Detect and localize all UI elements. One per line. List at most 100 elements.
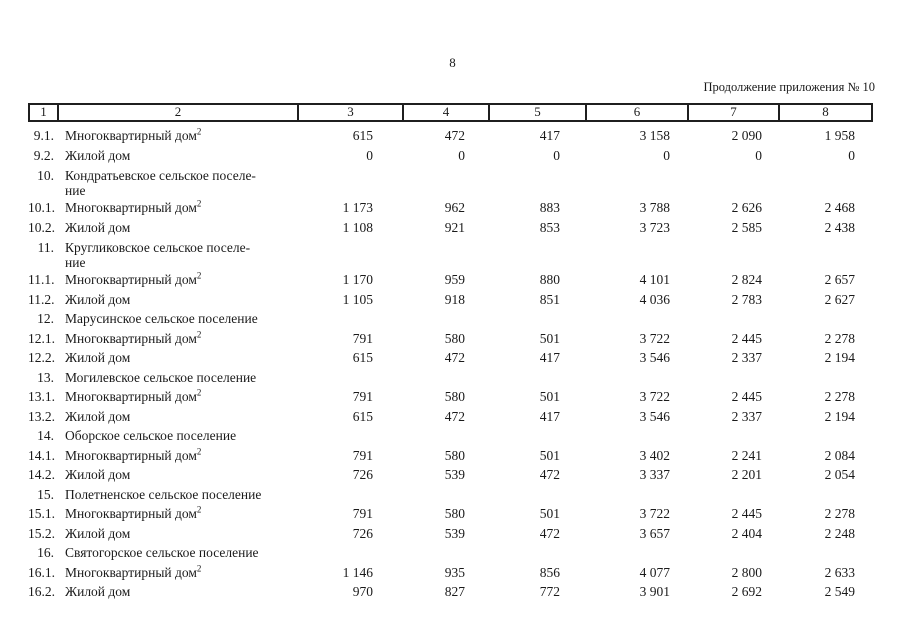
cell-value-col-8: 2 054 — [824, 467, 855, 482]
cell-value-col-7: 2 445 — [731, 389, 762, 404]
row-label-text: Жилой дом — [65, 584, 131, 599]
table-row: 14.1. Многоквартирный дом2 791 580 501 3 402 2… — [28, 446, 873, 466]
cell-value-col-3: 1 146 — [342, 564, 373, 580]
cell-value-col-3: 791 — [352, 330, 373, 346]
cell-value-col-7: 2 783 — [731, 291, 762, 307]
cell-value-col-8: 2 549 — [824, 584, 855, 599]
row-number: 16.2. — [28, 584, 55, 599]
table-row-section: 12. Марусинское сельское поселение — [28, 309, 873, 329]
table-row: 14.2. Жилой дом 726 539 472 3 337 2 201 2 054 — [28, 465, 873, 485]
cell-value-col-4: 962 — [444, 200, 465, 215]
cell-value-col-5: 501 — [539, 330, 560, 346]
cell-value-col-7: 2 201 — [731, 467, 762, 482]
cell-value-col-4: 959 — [444, 272, 465, 287]
cell-value-col-7: 2 626 — [731, 200, 762, 215]
cell-value-col-6: 3 901 — [639, 584, 670, 599]
table-row-section: 10. Кондратьевское сельское поселе- ние — [28, 165, 873, 198]
cell-value-col-5: 856 — [539, 564, 560, 580]
table-row: 16.2. Жилой дом 970 827 772 3 901 2 692 2 549 — [28, 582, 873, 602]
row-label: Многоквартирный дом2 — [65, 329, 297, 349]
header-cell-1: 1 — [30, 105, 59, 120]
cell-value-col-4: 935 — [444, 564, 465, 580]
row-number: 14.2. — [28, 467, 55, 482]
superscript: 2 — [196, 387, 202, 398]
cell-value-col-3: 726 — [352, 525, 373, 541]
table-row: 15.2. Жилой дом 726 539 472 3 657 2 404 2 248 — [28, 524, 873, 544]
cell-value-col-8: 2 084 — [824, 447, 855, 463]
superscript: 2 — [196, 446, 202, 456]
row-number: 13.1. — [28, 389, 55, 404]
cell-value-col-8: 1 958 — [824, 128, 855, 143]
cell-value-col-5: 853 — [539, 219, 560, 235]
cell-value-col-6: 3 546 — [639, 350, 670, 365]
row-label-text: Жилой дом — [65, 350, 131, 365]
cell-value-col-4: 580 — [444, 447, 465, 463]
cell-value-col-8: 2 278 — [824, 330, 855, 346]
header-cell-4: 4 — [404, 105, 490, 120]
row-label: Святогорское сельское поселение — [65, 543, 297, 563]
row-label: Жилой дом — [65, 465, 297, 485]
row-label: Жилой дом — [65, 218, 297, 238]
cell-value-col-8: 2 194 — [824, 408, 855, 424]
cell-value-col-3: 615 — [352, 408, 373, 424]
row-label: Полетненское сельское поселение — [65, 485, 297, 505]
table-row-section: 15. Полетненское сельское поселение — [28, 485, 873, 505]
cell-value-col-7: 2 585 — [731, 219, 762, 235]
cell-value-col-7: 2 090 — [731, 128, 762, 143]
row-label: Жилой дом — [65, 407, 297, 427]
cell-value-col-4: 472 — [444, 350, 465, 365]
cell-value-col-5: 501 — [539, 447, 560, 463]
cell-value-col-3: 1 173 — [342, 200, 373, 215]
table-row-section: 13. Могилевское сельское поселение — [28, 368, 873, 388]
row-label: Жилой дом — [65, 348, 297, 368]
table-row: 10.2. Жилой дом 1 108 921 853 3 723 2 585 2 438 — [28, 218, 873, 238]
row-label-text: Многоквартирный дом — [65, 128, 197, 143]
row-number: 16. — [37, 545, 54, 560]
cell-value-col-7: 2 445 — [731, 330, 762, 346]
cell-value-col-7: 2 337 — [731, 350, 762, 365]
header-cell-3: 3 — [299, 105, 404, 120]
cell-value-col-6: 0 — [663, 147, 670, 163]
row-label: Жилой дом — [65, 146, 297, 166]
cell-value-col-4: 921 — [444, 219, 465, 235]
cell-value-col-3: 970 — [352, 584, 373, 599]
cell-value-col-5: 472 — [539, 525, 560, 541]
row-label-text: Жилой дом — [65, 525, 131, 541]
table-row: 9.1. Многоквартирный дом2 615 472 417 3 158 2 … — [28, 126, 873, 146]
cell-value-col-6: 3 722 — [639, 506, 670, 521]
header-cell-5: 5 — [490, 105, 587, 120]
cell-value-col-7: 2 824 — [731, 272, 762, 287]
table-body: 9.1. Многоквартирный дом2 615 472 417 3 158 2 … — [28, 126, 873, 602]
row-label: Могилевское сельское поселение — [65, 368, 297, 388]
cell-value-col-8: 2 627 — [824, 291, 855, 307]
table-row: 12.2. Жилой дом 615 472 417 3 546 2 337 2 194 — [28, 348, 873, 368]
row-label: Марусинское сельское поселение — [65, 309, 297, 329]
row-label: Многоквартирный дом2 — [65, 504, 297, 524]
cell-value-col-4: 539 — [444, 525, 465, 541]
row-number: 14. — [37, 428, 54, 443]
cell-value-col-4: 827 — [444, 584, 465, 599]
cell-value-col-8: 2 468 — [824, 200, 855, 215]
superscript: 2 — [196, 504, 202, 515]
row-label-text: Многоквартирный дом — [65, 447, 197, 463]
table-row-section: 11. Кругликовское сельское поселе- ние — [28, 237, 873, 270]
row-label-text: Многоквартирный дом — [65, 564, 197, 580]
header-cell-7: 7 — [689, 105, 780, 120]
row-label-text: Многоквартирный дом — [65, 200, 197, 215]
cell-value-col-6: 4 101 — [639, 272, 670, 287]
cell-value-col-6: 3 546 — [639, 408, 670, 424]
row-number: 10.2. — [28, 219, 55, 235]
table-row: 10.1. Многоквартирный дом2 1 173 962 883 3 78… — [28, 198, 873, 218]
cell-value-col-5: 417 — [539, 408, 560, 424]
cell-value-col-8: 2 248 — [824, 525, 855, 541]
cell-value-col-4: 580 — [444, 506, 465, 521]
cell-value-col-3: 615 — [352, 128, 373, 143]
row-label-text: Жилой дом — [65, 467, 131, 482]
cell-value-col-6: 3 657 — [639, 525, 670, 541]
table-row: 12.1. Многоквартирный дом2 791 580 501 3 722 2… — [28, 329, 873, 349]
row-number: 11. — [37, 240, 54, 255]
row-label-text: Многоквартирный дом — [65, 272, 197, 287]
table-row: 13.1. Многоквартирный дом2 791 580 501 3 722 2… — [28, 387, 873, 407]
cell-value-col-3: 791 — [352, 506, 373, 521]
row-label-text: Многоквартирный дом — [65, 506, 197, 521]
